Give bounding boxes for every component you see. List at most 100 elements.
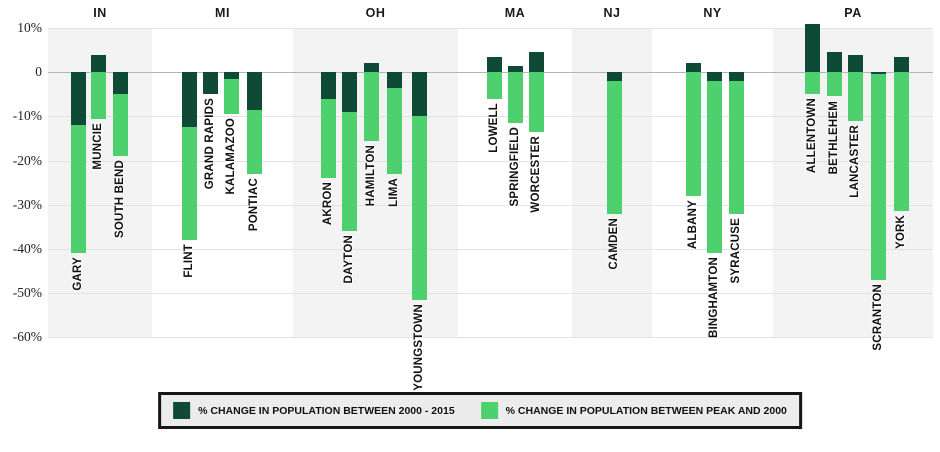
city-label-gary: GARY: [72, 257, 84, 291]
state-label-ma: MA: [504, 6, 526, 20]
y-tick-label--40: -40%: [12, 241, 42, 256]
state-band-ny: NY: [652, 6, 773, 337]
city-label-springfield: SPRINGFIELD: [509, 127, 521, 207]
bar-2000-2015-pontiac: [247, 72, 262, 110]
state-label-ny: NY: [703, 6, 722, 20]
city-label-lima: LIMA: [388, 177, 400, 207]
bar-peak-2000-springfield: [508, 72, 523, 123]
city-label-kalamazoo: KALAMAZOO: [225, 118, 237, 195]
legend: % CHANGE IN POPULATION BETWEEN 2000 - 20…: [158, 392, 802, 429]
bar-2000-2015-springfield: [508, 65, 523, 73]
state-label-nj: NJ: [603, 6, 621, 20]
city-label-hamilton: HAMILTON: [365, 144, 377, 206]
bar-peak-2000-york: [894, 72, 909, 212]
gridline--50: [48, 293, 933, 295]
city-label-bethlehem: BETHLEHEM: [828, 100, 840, 174]
gridline--40: [48, 249, 933, 250]
city-label-akron: AKRON: [322, 182, 334, 226]
y-tick-label--60: -60%: [12, 329, 42, 345]
gridline--30: [48, 204, 933, 206]
y-tick-label--50: -50%: [12, 285, 42, 301]
bar-2000-2015-youngstown: [412, 72, 427, 117]
bar-2000-2015-lancaster: [848, 54, 863, 73]
city-label-binghamton: BINGHAMTON: [708, 257, 720, 339]
legend-swatch-light-green: [480, 402, 498, 419]
legend-label-2000-2015: % CHANGE IN POPULATION BETWEEN 2000 - 20…: [198, 404, 455, 417]
bar-peak-2000-akron: [321, 72, 336, 179]
state-label-oh: OH: [365, 6, 386, 20]
city-label-youngstown: YOUNGSTOWN: [413, 303, 425, 391]
y-tick-label--20: -20%: [12, 152, 42, 168]
city-label-south-bend: SOUTH BEND: [114, 160, 126, 239]
bar-peak-2000-worcester: [529, 72, 544, 132]
bar-2000-2015-bethlehem: [827, 52, 842, 73]
bar-peak-2000-syracuse: [729, 72, 744, 214]
bar-peak-2000-lancaster: [848, 72, 863, 121]
city-label-pontiac: PONTIAC: [248, 177, 260, 232]
y-axis: 10% 0 -10% -20% -30% -40% -50% -60%: [0, 0, 44, 452]
plot-area: IN MI OH MA NJ NY PA GARY MUNCIE SOUTH BEND FLINT G…: [48, 6, 933, 391]
bar-peak-2000-binghamton: [707, 72, 722, 254]
y-tick-label-0: 0: [35, 64, 42, 80]
bar-peak-2000-scranton: [871, 72, 886, 280]
bar-peak-2000-albany: [686, 72, 701, 196]
city-label-lancaster: LANCASTER: [849, 124, 861, 198]
city-label-camden: CAMDEN: [608, 217, 620, 270]
bar-2000-2015-kalamazoo: [224, 72, 239, 79]
city-label-worcester: WORCESTER: [530, 135, 542, 213]
state-band-mi: MI: [152, 6, 293, 337]
city-label-allentown: ALLENTOWN: [806, 98, 818, 174]
city-label-scranton: SCRANTON: [872, 283, 884, 351]
gridline-10: [48, 28, 933, 29]
bar-peak-2000-bethlehem: [827, 72, 842, 97]
bar-peak-2000-kalamazoo: [224, 72, 239, 115]
city-label-albany: ALBANY: [687, 200, 699, 250]
state-band-ma: MA: [458, 6, 572, 337]
bar-peak-2000-youngstown: [412, 72, 427, 300]
legend-swatch-dark-green: [173, 402, 191, 419]
bar-2000-2015-york: [894, 56, 909, 73]
bar-2000-2015-flint: [182, 72, 197, 128]
bar-peak-2000-camden: [607, 72, 622, 214]
city-label-grand-rapids: GRAND RAPIDS: [204, 98, 216, 190]
bar-2000-2015-muncie: [91, 54, 106, 73]
bar-2000-2015-south-bend: [113, 72, 128, 95]
city-label-syracuse: SYRACUSE: [730, 217, 742, 284]
bar-2000-2015-albany: [686, 63, 701, 73]
city-label-muncie: MUNCIE: [92, 122, 104, 170]
bar-2000-2015-lowell: [487, 56, 502, 73]
y-tick-label-10: 10%: [17, 20, 42, 35]
state-label-in: IN: [93, 6, 107, 20]
bar-peak-2000-lowell: [487, 72, 502, 99]
bar-2000-2015-syracuse: [729, 72, 744, 81]
gridline--20: [48, 160, 933, 162]
city-label-lowell: LOWELL: [488, 102, 500, 153]
bar-2000-2015-dayton: [342, 72, 357, 112]
bar-peak-2000-hamilton: [364, 72, 379, 141]
bar-peak-2000-lima: [387, 72, 402, 174]
bar-2000-2015-lima: [387, 72, 402, 88]
bar-2000-2015-gary: [71, 72, 86, 126]
city-label-flint: FLINT: [183, 244, 195, 278]
legend-item-2000-2015: % CHANGE IN POPULATION BETWEEN 2000 - 20…: [173, 402, 455, 419]
bar-2000-2015-worcester: [529, 52, 544, 73]
gridline--60: [48, 337, 933, 339]
state-label-mi: MI: [215, 6, 230, 20]
bar-peak-2000-muncie: [91, 72, 106, 119]
bar-2000-2015-camden: [607, 72, 622, 81]
city-label-york: YORK: [895, 215, 907, 250]
bar-2000-2015-hamilton: [364, 63, 379, 73]
bar-2000-2015-scranton: [871, 72, 886, 75]
bar-2000-2015-binghamton: [707, 72, 722, 81]
y-tick-label--10: -10%: [12, 108, 42, 124]
bar-2000-2015-grand-rapids: [203, 72, 218, 95]
bar-2000-2015-allentown: [805, 23, 820, 73]
gridline--10: [48, 116, 933, 118]
legend-label-peak-2000: % CHANGE IN POPULATION BETWEEN PEAK AND …: [505, 404, 787, 417]
y-tick-label--30: -30%: [12, 196, 42, 212]
bar-peak-2000-allentown: [805, 72, 820, 95]
legend-item-peak-2000: % CHANGE IN POPULATION BETWEEN PEAK AND …: [480, 402, 787, 419]
city-label-dayton: DAYTON: [343, 235, 355, 284]
state-label-pa: PA: [844, 6, 862, 20]
